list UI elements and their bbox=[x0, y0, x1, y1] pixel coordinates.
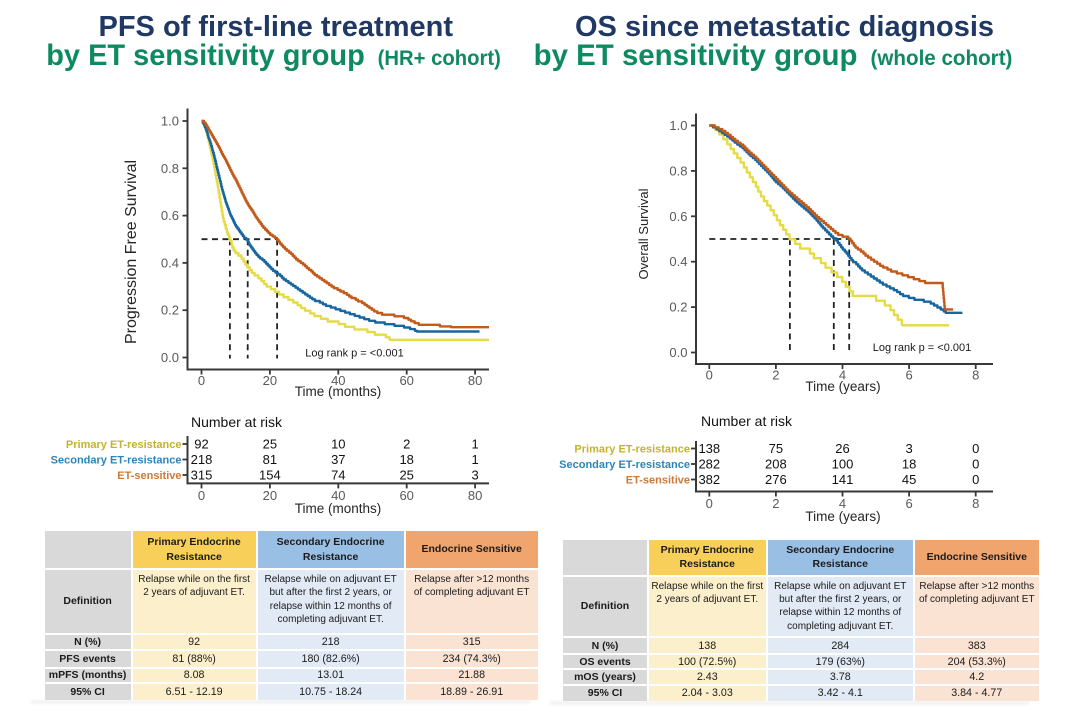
svg-text:0.8: 0.8 bbox=[669, 163, 687, 178]
svg-text:Log rank p = <0.001: Log rank p = <0.001 bbox=[873, 342, 971, 354]
svg-text:1: 1 bbox=[471, 452, 478, 467]
svg-text:0: 0 bbox=[972, 472, 979, 487]
svg-text:92: 92 bbox=[194, 437, 208, 452]
svg-text:0: 0 bbox=[198, 488, 205, 503]
svg-text:60: 60 bbox=[399, 373, 413, 388]
svg-text:0.6: 0.6 bbox=[161, 208, 179, 223]
svg-text:0.6: 0.6 bbox=[669, 209, 687, 224]
svg-text:25: 25 bbox=[399, 468, 413, 483]
svg-text:0: 0 bbox=[972, 441, 979, 456]
svg-text:40: 40 bbox=[331, 488, 345, 503]
svg-text:0: 0 bbox=[198, 373, 205, 388]
svg-text:100: 100 bbox=[832, 457, 854, 472]
svg-text:74: 74 bbox=[331, 468, 345, 483]
svg-text:2: 2 bbox=[772, 496, 779, 511]
svg-text:ET-sensitive: ET-sensitive bbox=[626, 475, 690, 487]
svg-text:Time (years): Time (years) bbox=[805, 509, 880, 524]
svg-text:0: 0 bbox=[706, 368, 713, 383]
svg-text:382: 382 bbox=[698, 472, 720, 487]
svg-text:81: 81 bbox=[263, 452, 277, 467]
svg-text:ET-sensitive: ET-sensitive bbox=[117, 470, 181, 482]
svg-text:8: 8 bbox=[972, 496, 979, 511]
svg-text:2: 2 bbox=[403, 437, 410, 452]
svg-text:25: 25 bbox=[263, 437, 277, 452]
svg-text:Time (months): Time (months) bbox=[295, 384, 382, 399]
svg-text:Number at risk: Number at risk bbox=[701, 413, 793, 429]
svg-text:154: 154 bbox=[259, 468, 281, 483]
svg-text:0.8: 0.8 bbox=[161, 161, 179, 176]
svg-text:1.0: 1.0 bbox=[669, 118, 687, 133]
svg-text:Primary ET-resistance: Primary ET-resistance bbox=[66, 439, 182, 451]
svg-text:218: 218 bbox=[191, 452, 213, 467]
svg-text:0: 0 bbox=[706, 496, 713, 511]
svg-text:Overall Survival: Overall Survival bbox=[636, 188, 651, 279]
svg-text:276: 276 bbox=[765, 472, 787, 487]
svg-text:138: 138 bbox=[698, 441, 720, 456]
svg-text:1: 1 bbox=[471, 437, 478, 452]
svg-text:208: 208 bbox=[765, 457, 787, 472]
svg-text:37: 37 bbox=[331, 452, 345, 467]
svg-text:45: 45 bbox=[902, 472, 916, 487]
svg-text:20: 20 bbox=[263, 488, 277, 503]
svg-text:18: 18 bbox=[902, 457, 916, 472]
svg-text:80: 80 bbox=[468, 373, 482, 388]
svg-text:18: 18 bbox=[399, 452, 413, 467]
svg-text:6: 6 bbox=[905, 496, 912, 511]
svg-text:282: 282 bbox=[698, 457, 720, 472]
svg-text:4: 4 bbox=[839, 496, 846, 511]
svg-text:0.0: 0.0 bbox=[669, 345, 687, 360]
svg-text:40: 40 bbox=[331, 373, 345, 388]
svg-text:Time (months): Time (months) bbox=[295, 501, 382, 516]
svg-text:0.0: 0.0 bbox=[161, 350, 179, 365]
svg-text:315: 315 bbox=[191, 468, 213, 483]
svg-text:0.4: 0.4 bbox=[161, 255, 179, 270]
svg-text:8: 8 bbox=[972, 368, 979, 383]
svg-text:Log rank p = <0.001: Log rank p = <0.001 bbox=[305, 348, 403, 360]
svg-text:3: 3 bbox=[471, 468, 478, 483]
svg-text:141: 141 bbox=[832, 472, 854, 487]
svg-text:Time (years): Time (years) bbox=[805, 379, 880, 394]
svg-text:60: 60 bbox=[399, 488, 413, 503]
svg-text:Secondary ET-resistance: Secondary ET-resistance bbox=[51, 455, 182, 467]
svg-text:0.4: 0.4 bbox=[669, 254, 687, 269]
svg-text:75: 75 bbox=[769, 441, 783, 456]
svg-text:Secondary ET-resistance: Secondary ET-resistance bbox=[559, 459, 690, 471]
svg-text:0.2: 0.2 bbox=[161, 303, 179, 318]
svg-text:Number at risk: Number at risk bbox=[191, 414, 283, 430]
svg-text:Primary ET-resistance: Primary ET-resistance bbox=[574, 444, 690, 456]
svg-text:20: 20 bbox=[263, 373, 277, 388]
svg-text:26: 26 bbox=[835, 441, 849, 456]
svg-text:3: 3 bbox=[905, 441, 912, 456]
svg-text:4: 4 bbox=[839, 368, 846, 383]
svg-text:10: 10 bbox=[331, 437, 345, 452]
svg-text:2: 2 bbox=[772, 368, 779, 383]
svg-text:1.0: 1.0 bbox=[161, 114, 179, 129]
svg-text:80: 80 bbox=[468, 488, 482, 503]
svg-text:Progression Free Survival: Progression Free Survival bbox=[123, 160, 140, 344]
svg-text:0: 0 bbox=[972, 457, 979, 472]
svg-text:6: 6 bbox=[905, 368, 912, 383]
svg-text:0.2: 0.2 bbox=[669, 300, 687, 315]
